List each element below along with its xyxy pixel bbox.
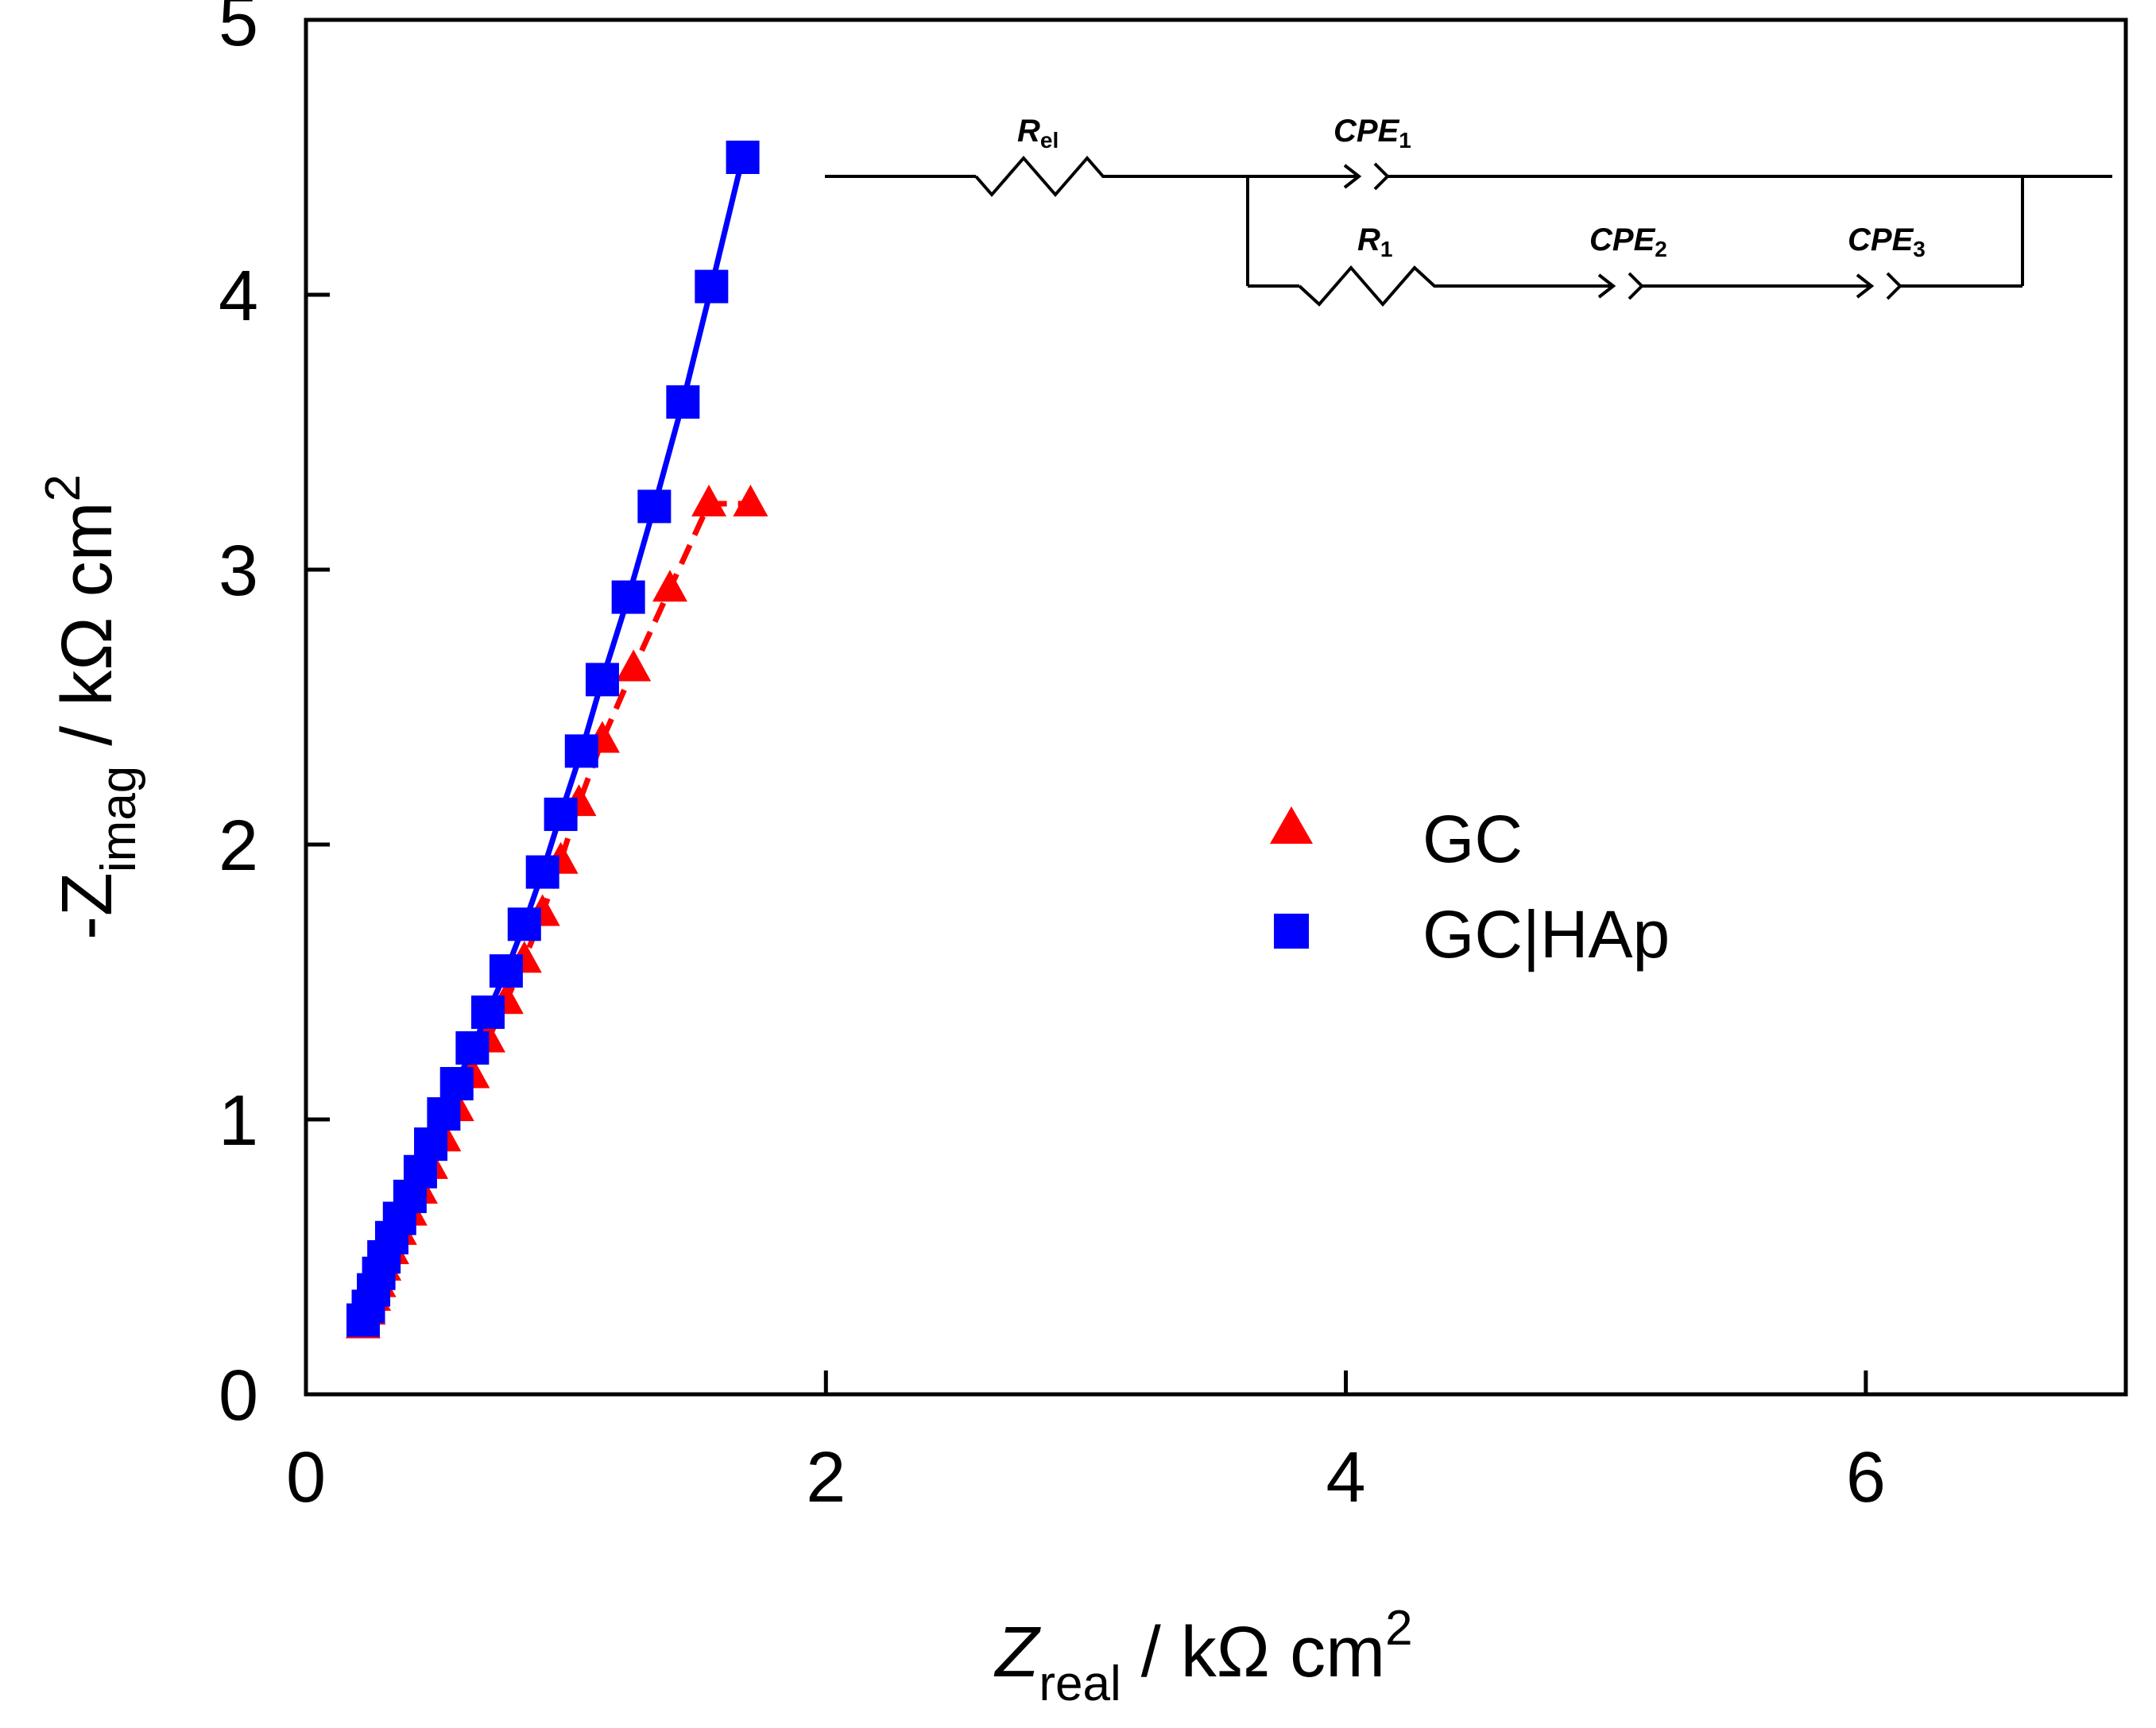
x-axis-title: Zreal / kΩ cm2	[993, 1601, 1412, 1711]
label-cpe2: CPE2	[1589, 222, 1667, 261]
x-axis-title-main: Z	[993, 1613, 1041, 1692]
x-axis-title-rest: / kΩ cm	[1121, 1613, 1385, 1692]
y-axis-title: -Zimag / kΩ cm2	[36, 474, 146, 940]
y-tick-label-2: 2	[219, 806, 258, 886]
label-r1: R1	[1357, 222, 1392, 261]
point-1-10	[427, 1097, 461, 1131]
point-1-11	[439, 1067, 474, 1101]
x-tick-label-2: 4	[1326, 1438, 1366, 1517]
point-1-23	[695, 269, 729, 303]
point-1-14	[489, 954, 523, 988]
point-1-13	[471, 995, 505, 1030]
series-gc-hap	[346, 141, 760, 1337]
y-tick-label-5: 5	[219, 0, 258, 61]
x-axis-title-sub: real	[1039, 1656, 1121, 1711]
y-tick-label-3: 3	[219, 532, 258, 611]
x-tick-label-3: 6	[1846, 1438, 1886, 1517]
point-1-22	[666, 385, 700, 419]
legend: GC GC|HAp	[1270, 802, 1670, 972]
point-1-19	[585, 663, 619, 697]
inset-circuit-labels: Rel CPE1 R1 CPE2 CPE3	[1017, 114, 1926, 261]
x-axis-title-sup: 2	[1385, 1601, 1412, 1656]
legend-label-gc: GC	[1422, 802, 1523, 876]
y-tick-labels: 0 1 2 3 4 5	[219, 0, 258, 1436]
y-tick-label-1: 1	[219, 1081, 258, 1161]
point-1-15	[507, 907, 541, 941]
point-1-16	[525, 855, 559, 889]
y-tick-label-0: 0	[219, 1356, 258, 1436]
cpe2-bracket	[1628, 272, 1644, 300]
point-0-21	[652, 570, 687, 602]
y-axis-title-sub: imag	[91, 766, 146, 872]
point-1-12	[455, 1031, 490, 1065]
point-1-18	[564, 734, 598, 768]
point-1-9	[414, 1127, 448, 1162]
point-0-23	[733, 484, 768, 516]
resistor-rel-symbol	[974, 155, 1119, 198]
cpe2-arrow	[1597, 273, 1616, 299]
cpe3-arrow	[1856, 273, 1875, 299]
y-axis-title-rest: / kΩ cm	[48, 501, 127, 765]
resistor-r1-symbol	[1298, 265, 1450, 307]
point-1-24	[726, 141, 760, 174]
legend-marker-gc-hap	[1274, 914, 1309, 949]
point-1-21	[637, 489, 672, 524]
cpe1-arrow	[1343, 164, 1362, 189]
label-rel: Rel	[1017, 114, 1059, 153]
legend-label-gc-hap: GC|HAp	[1422, 897, 1670, 972]
point-1-20	[611, 580, 645, 614]
label-cpe1: CPE1	[1333, 114, 1411, 153]
x-tick-label-1: 2	[806, 1438, 846, 1517]
legend-marker-gc	[1270, 806, 1313, 844]
x-tick-labels: 0 2 4 6	[286, 1438, 1886, 1517]
inset-circuit	[825, 155, 2112, 307]
x-tick-label-0: 0	[286, 1438, 326, 1517]
point-0-22	[691, 484, 727, 516]
cpe1-bracket	[1373, 162, 1390, 191]
point-0-20	[616, 649, 652, 682]
y-tick-label-4: 4	[219, 257, 258, 336]
axis-ticks	[306, 17, 1868, 1394]
label-cpe3: CPE3	[1848, 222, 1926, 261]
cpe3-bracket	[1886, 272, 1902, 300]
y-axis-title-sup: 2	[36, 474, 91, 501]
point-1-17	[544, 797, 578, 831]
y-axis-title-main: -Z	[48, 872, 127, 940]
